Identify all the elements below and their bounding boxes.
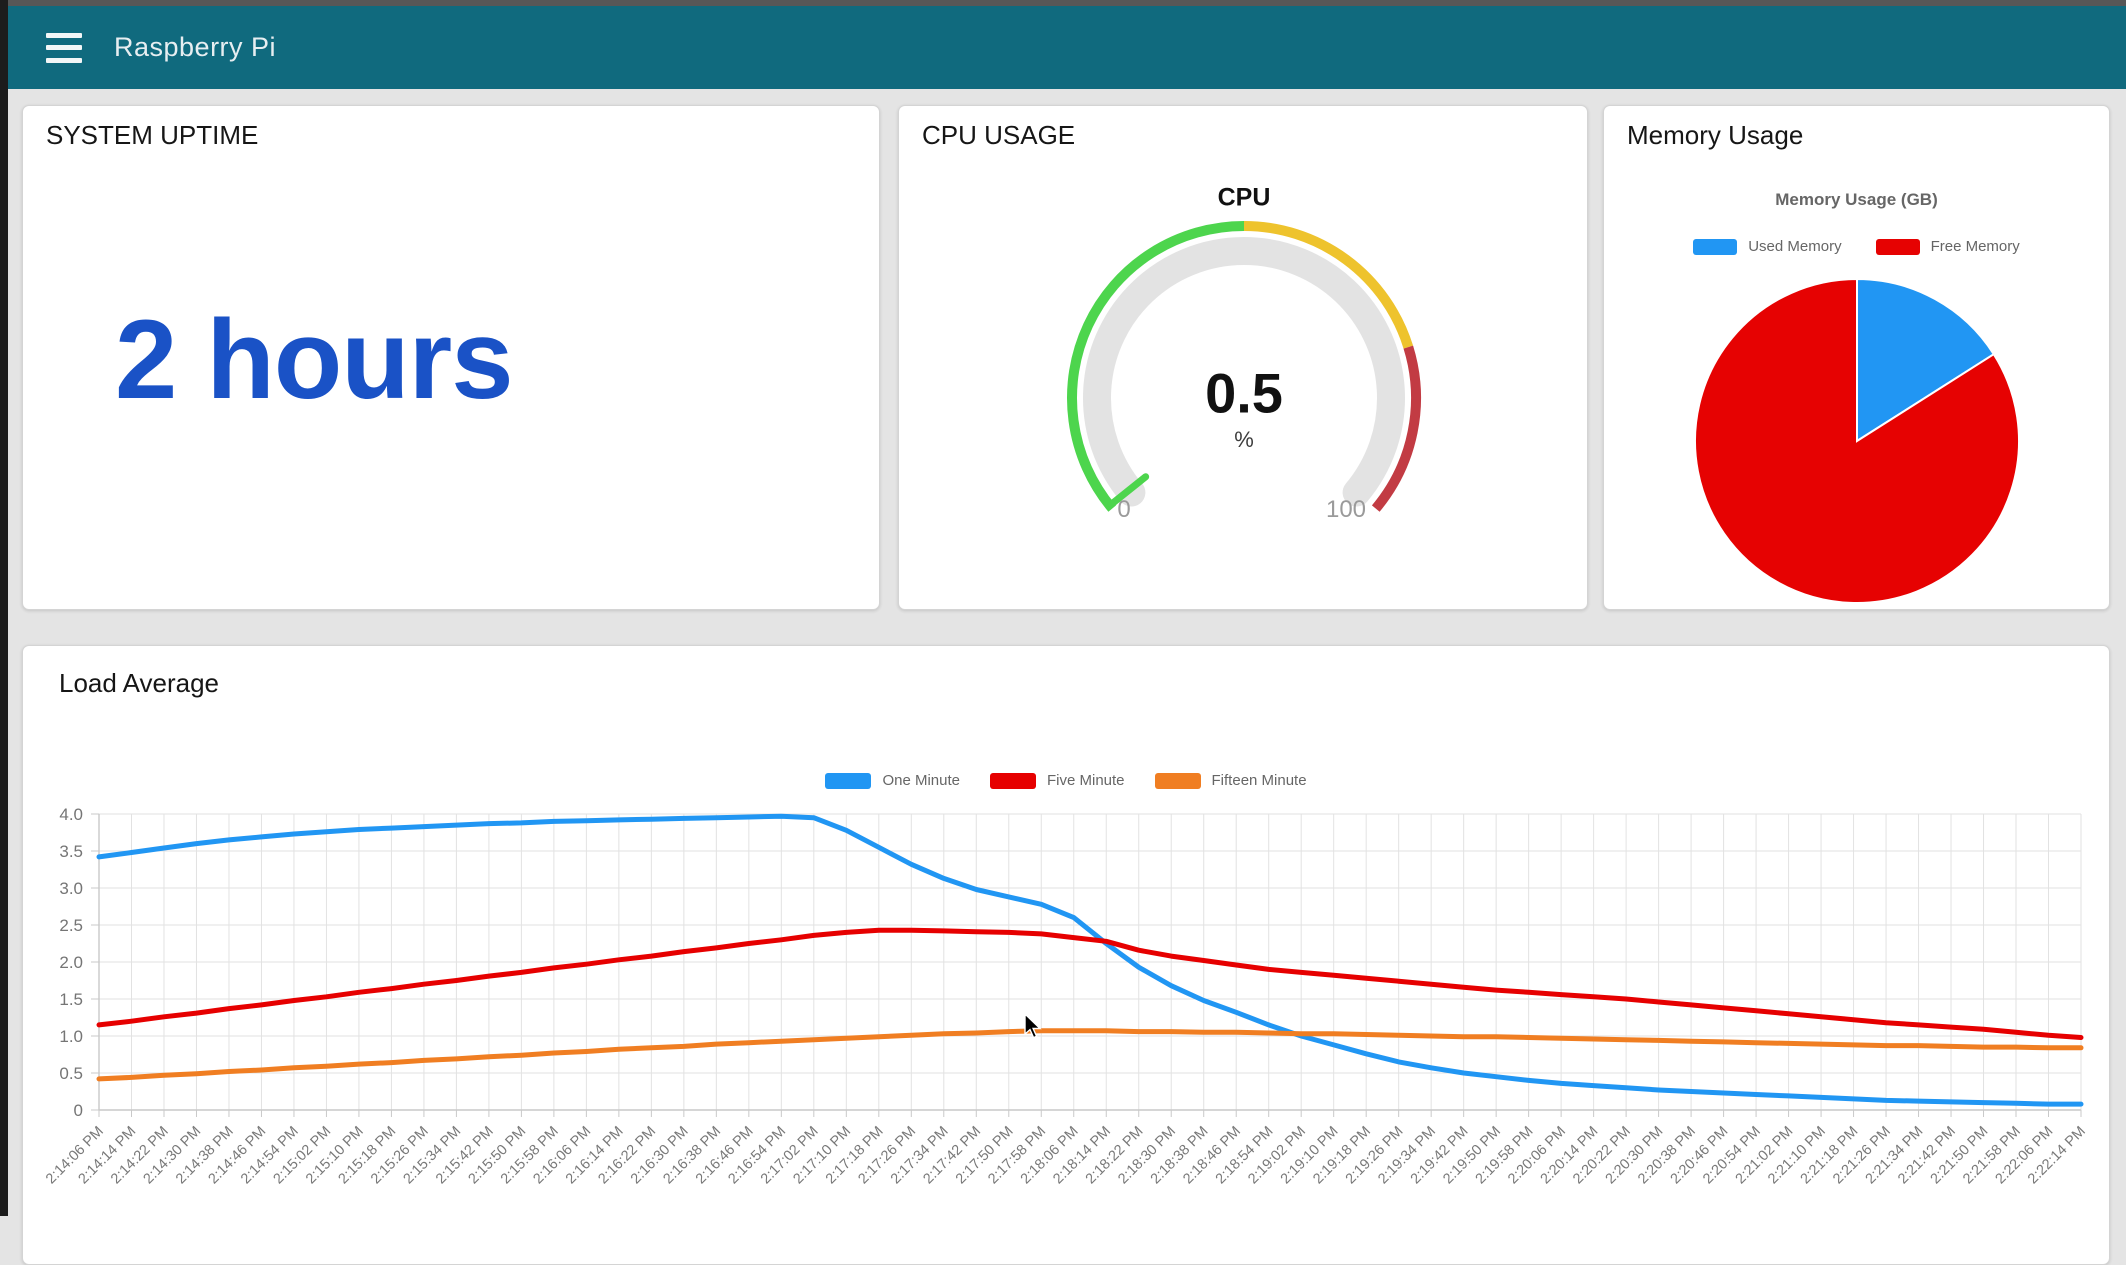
window-top-strip [0,0,2126,6]
gauge-sector [1371,345,1421,512]
grid-lines [91,813,2082,1117]
y-tick-label: 4.0 [59,805,83,824]
window-left-strip [0,0,8,1216]
gauge-units: % [1234,427,1254,452]
uptime-card-title: SYSTEM UPTIME [46,120,259,150]
series-line-fifteen-minute [96,1028,2084,1082]
legend-swatch [1154,772,1201,789]
legend-item: Free Memory [1875,238,2020,255]
legend-swatch [1693,238,1738,255]
legend-label: Fifteen Minute [1211,772,1307,789]
legend-label: One Minute [882,772,960,789]
gauge-track [1083,237,1405,507]
gauge-value: 0.5 [1205,361,1283,425]
cpu-card-title: CPU USAGE [922,120,1076,150]
legend-swatch [1875,238,1920,255]
y-axis-labels: 4.0 3.5 3.0 2.5 2.0 1.5 1.0 0.5 0 [59,805,83,1120]
gauge-sector [1067,221,1245,512]
gauge-needle [1107,473,1150,508]
system-uptime-card: SYSTEM UPTIME 2 hours [22,105,880,610]
pie-slice [1694,277,2020,604]
load-average-line-chart[interactable]: 4.0 3.5 3.0 2.5 2.0 1.5 1.0 0.5 0 2:14:06 PM2:14:… [23,646,2109,1246]
app-header: Raspberry Pi [8,6,2126,89]
app-title: Raspberry Pi [114,32,277,62]
y-tick-label: 3.0 [59,879,83,898]
legend-swatch [989,772,1036,789]
pie-chart-title: Memory Usage (GB) [1775,190,1938,209]
uptime-value: 2 hours [115,297,514,422]
y-tick-label: 1.5 [59,990,83,1009]
line-chart-legend: One Minute Five Minute Fifteen Minute [23,772,2109,789]
memory-card-title: Memory Usage [1627,120,1804,150]
series-line-one-minute [96,813,2084,1107]
legend-label: Used Memory [1748,238,1842,255]
y-tick-label: 3.5 [59,842,83,861]
x-axis-labels: 2:14:06 PM2:14:14 PM2:14:22 PM2:14:30 PM… [43,1124,2089,1188]
legend-item: Fifteen Minute [1154,772,1307,789]
cpu-usage-card: CPU USAGE CPU 0.5 % 0 100 [898,105,1588,610]
legend-swatch [825,772,872,789]
pie-legend: Used Memory Free Memory [1604,238,2109,255]
gauge-sector [1243,221,1414,349]
legend-item: One Minute [825,772,960,789]
y-tick-label: 0 [74,1101,83,1120]
legend-item: Five Minute [989,772,1125,789]
load-average-card: Load Average One Minute Five Minute Fiftee… [22,645,2110,1265]
memory-usage-card: Memory Usage Memory Usage (GB) Used Memo… [1603,105,2110,610]
legend-label: Free Memory [1930,238,2020,255]
legend-item: Used Memory [1693,238,1842,255]
gauge-min-label: 0 [1117,496,1131,523]
pie-slice [1856,277,1996,443]
y-tick-label: 2.0 [59,953,83,972]
gauge-max-label: 100 [1325,496,1367,523]
y-tick-label: 2.5 [59,916,83,935]
gauge-title: CPU [1217,183,1271,212]
legend-label: Five Minute [1046,772,1125,789]
load-card-title: Load Average [59,668,219,698]
y-tick-label: 1.0 [59,1027,83,1046]
series-line-five-minute [96,927,2084,1040]
cpu-gauge-chart[interactable] [899,106,1587,609]
memory-pie-chart[interactable] [1604,106,2109,609]
y-tick-label: 0.5 [59,1064,83,1083]
hamburger-menu-icon[interactable] [46,32,82,63]
